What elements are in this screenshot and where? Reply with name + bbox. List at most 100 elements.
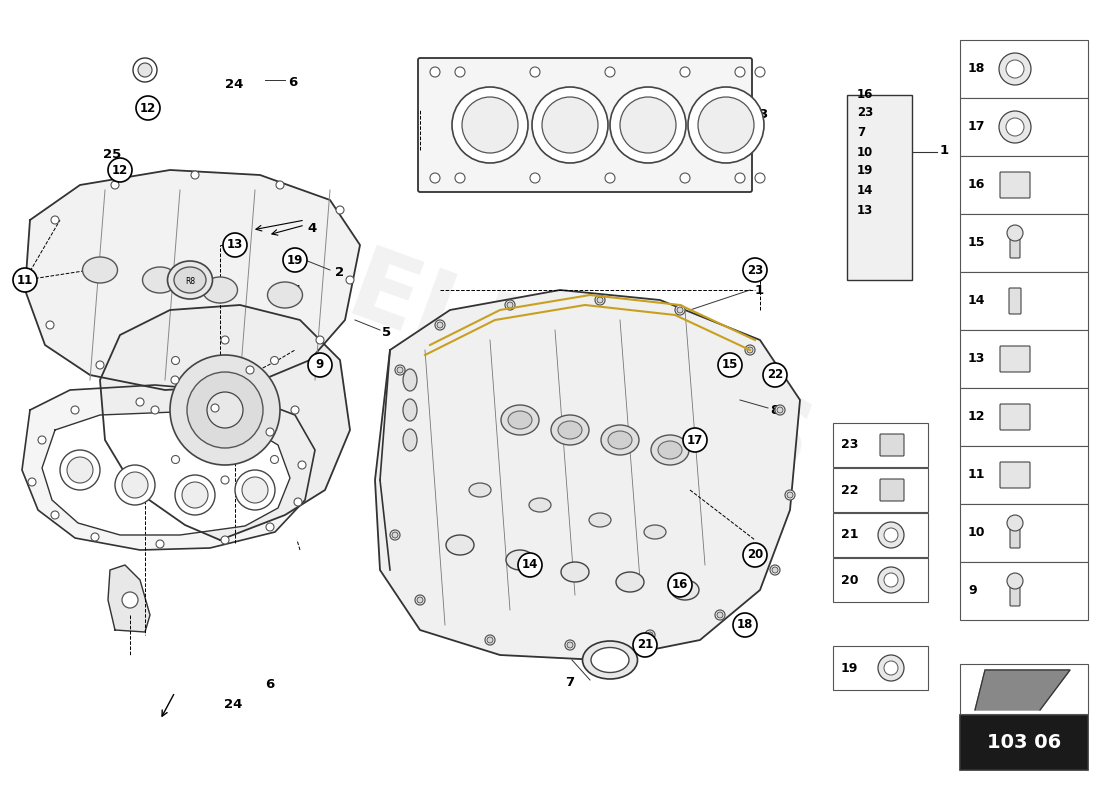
Circle shape [116,465,155,505]
Text: 23: 23 [747,263,763,277]
Circle shape [770,565,780,575]
FancyBboxPatch shape [960,446,1088,504]
Ellipse shape [446,535,474,555]
Text: 14: 14 [857,183,873,197]
Text: 8: 8 [770,403,779,417]
Text: 17: 17 [968,121,986,134]
Ellipse shape [403,399,417,421]
Circle shape [1006,60,1024,78]
Circle shape [462,97,518,153]
Circle shape [610,87,686,163]
Circle shape [605,67,615,77]
Circle shape [191,171,199,179]
Circle shape [316,336,324,344]
Ellipse shape [591,647,629,673]
Circle shape [733,613,757,637]
Ellipse shape [82,257,118,283]
Circle shape [122,592,138,608]
Circle shape [156,540,164,548]
Circle shape [430,173,440,183]
FancyBboxPatch shape [960,156,1088,214]
Polygon shape [975,670,1070,710]
Circle shape [417,597,424,603]
FancyBboxPatch shape [960,98,1088,156]
Text: 103 06: 103 06 [987,734,1062,753]
Circle shape [745,345,755,355]
Circle shape [430,67,440,77]
Circle shape [675,305,685,315]
Circle shape [747,347,754,353]
Circle shape [620,97,676,153]
Circle shape [39,436,46,444]
Circle shape [878,655,904,681]
Text: 15: 15 [722,358,738,371]
Circle shape [632,633,657,657]
Ellipse shape [202,277,238,303]
Text: 14: 14 [521,558,538,571]
Circle shape [67,457,94,483]
Circle shape [221,476,229,484]
FancyBboxPatch shape [960,504,1088,562]
Ellipse shape [529,498,551,512]
Circle shape [718,353,743,377]
Text: 16: 16 [857,89,873,102]
Circle shape [108,158,132,182]
Text: 11: 11 [968,469,986,482]
Circle shape [776,405,785,415]
Circle shape [755,173,764,183]
Circle shape [151,406,160,414]
Text: 12: 12 [968,410,986,423]
Text: 1485: 1485 [490,410,671,530]
Circle shape [597,297,603,303]
Circle shape [505,300,515,310]
Circle shape [221,336,229,344]
Circle shape [276,181,284,189]
Circle shape [1006,573,1023,589]
Text: 17: 17 [686,434,703,446]
Text: 9: 9 [316,358,324,371]
Circle shape [392,532,398,538]
Circle shape [390,530,400,540]
Text: 22: 22 [842,483,858,497]
Circle shape [283,248,307,272]
Circle shape [96,361,104,369]
Circle shape [715,610,725,620]
Circle shape [266,523,274,531]
Circle shape [223,233,248,257]
FancyBboxPatch shape [1000,404,1030,430]
Text: 23: 23 [842,438,858,451]
FancyBboxPatch shape [960,214,1088,272]
Ellipse shape [588,513,610,527]
Circle shape [1006,118,1024,136]
Polygon shape [100,305,350,540]
Circle shape [742,543,767,567]
FancyBboxPatch shape [833,513,928,557]
Text: a passion for...: a passion for... [392,377,708,523]
FancyBboxPatch shape [1010,518,1020,548]
Circle shape [175,475,214,515]
Text: ELPARTS: ELPARTS [336,242,825,498]
Polygon shape [108,565,150,632]
Ellipse shape [143,267,177,293]
FancyBboxPatch shape [960,562,1088,620]
Circle shape [182,482,208,508]
Text: 13: 13 [227,238,243,251]
Ellipse shape [508,411,532,429]
Circle shape [688,87,764,163]
Text: 16: 16 [672,578,689,591]
Circle shape [878,522,904,548]
Circle shape [999,53,1031,85]
Circle shape [51,511,59,519]
Ellipse shape [267,282,303,308]
Polygon shape [22,385,315,550]
Circle shape [172,455,179,463]
Text: 10: 10 [968,526,986,539]
Text: 6: 6 [288,75,297,89]
Ellipse shape [506,550,534,570]
Text: 1: 1 [940,143,949,157]
Text: 16: 16 [968,178,986,191]
Text: 24: 24 [226,78,243,91]
Ellipse shape [601,425,639,455]
Text: 11: 11 [16,274,33,286]
Circle shape [565,640,575,650]
